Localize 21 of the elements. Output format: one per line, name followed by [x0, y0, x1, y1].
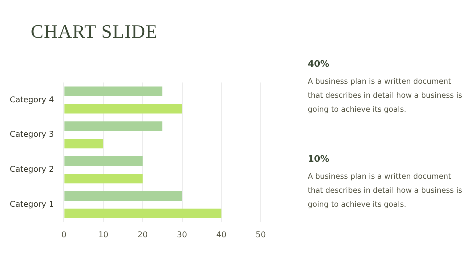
x-tick-label: 50: [256, 230, 266, 240]
bar: [64, 174, 143, 184]
bar: [64, 122, 163, 132]
bar: [64, 191, 182, 202]
y-tick-label: Category 2: [10, 165, 54, 174]
y-tick-label: Category 3: [10, 130, 54, 140]
x-tick-label: 0: [62, 230, 67, 240]
y-tick-label: Category 1: [10, 200, 54, 210]
bar: [64, 139, 104, 149]
y-tick-label: Category 4: [10, 95, 54, 104]
bar: [64, 156, 143, 166]
chart-title: CHART SLIDE: [31, 22, 158, 44]
bar: [64, 86, 163, 96]
x-tick-label: 40: [216, 230, 227, 240]
bar: [64, 104, 182, 114]
x-tick-label: 30: [177, 230, 188, 240]
text: 40%: [308, 60, 331, 70]
x-tick-label: 10: [98, 230, 109, 240]
x-tick-label: 20: [138, 230, 148, 240]
bar: [64, 208, 222, 218]
text: 10%: [308, 155, 331, 165]
